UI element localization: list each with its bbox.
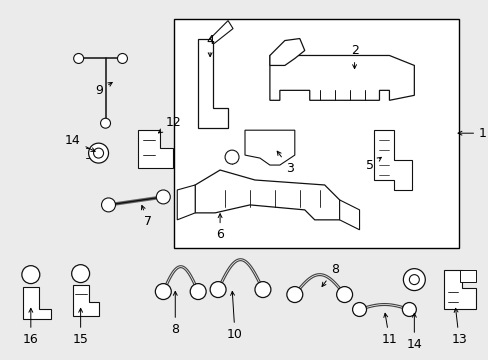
Text: 14: 14 <box>65 134 95 151</box>
Text: 5: 5 <box>366 157 381 172</box>
Text: 14: 14 <box>406 313 421 351</box>
Circle shape <box>74 54 83 63</box>
Text: 3: 3 <box>277 151 293 175</box>
Circle shape <box>72 265 89 283</box>
Bar <box>174 19 458 248</box>
Polygon shape <box>269 39 304 66</box>
Circle shape <box>117 54 127 63</box>
Polygon shape <box>459 270 475 282</box>
Text: 13: 13 <box>450 309 466 346</box>
Text: 16: 16 <box>23 309 39 346</box>
Text: 9: 9 <box>96 82 112 97</box>
Polygon shape <box>195 170 339 220</box>
Circle shape <box>336 287 352 302</box>
Circle shape <box>352 302 366 316</box>
Circle shape <box>210 282 225 298</box>
Circle shape <box>402 302 415 316</box>
Circle shape <box>88 143 108 163</box>
Polygon shape <box>269 55 413 100</box>
Polygon shape <box>177 185 195 220</box>
Text: 6: 6 <box>216 214 224 241</box>
Polygon shape <box>374 130 411 190</box>
Text: 12: 12 <box>158 116 181 133</box>
Text: 7: 7 <box>141 206 152 228</box>
Text: 11: 11 <box>381 313 397 346</box>
Text: 1: 1 <box>457 127 486 140</box>
Text: 2: 2 <box>350 44 358 68</box>
Circle shape <box>403 269 425 291</box>
Polygon shape <box>23 287 51 319</box>
Polygon shape <box>210 21 233 44</box>
Polygon shape <box>198 39 227 128</box>
Circle shape <box>155 284 171 300</box>
Polygon shape <box>244 130 294 165</box>
Polygon shape <box>443 270 475 310</box>
Circle shape <box>254 282 270 298</box>
Circle shape <box>102 198 115 212</box>
Text: 15: 15 <box>73 309 88 346</box>
Circle shape <box>286 287 302 302</box>
Polygon shape <box>339 200 359 230</box>
Circle shape <box>156 190 170 204</box>
Circle shape <box>101 118 110 128</box>
Text: 4: 4 <box>206 34 214 57</box>
Circle shape <box>22 266 40 284</box>
Circle shape <box>93 148 103 158</box>
Polygon shape <box>138 130 173 168</box>
Polygon shape <box>73 285 99 316</box>
Text: 10: 10 <box>226 292 243 341</box>
Circle shape <box>408 275 419 285</box>
Text: 8: 8 <box>322 263 338 287</box>
Circle shape <box>190 284 206 300</box>
Text: 8: 8 <box>171 292 179 336</box>
Circle shape <box>224 150 239 164</box>
